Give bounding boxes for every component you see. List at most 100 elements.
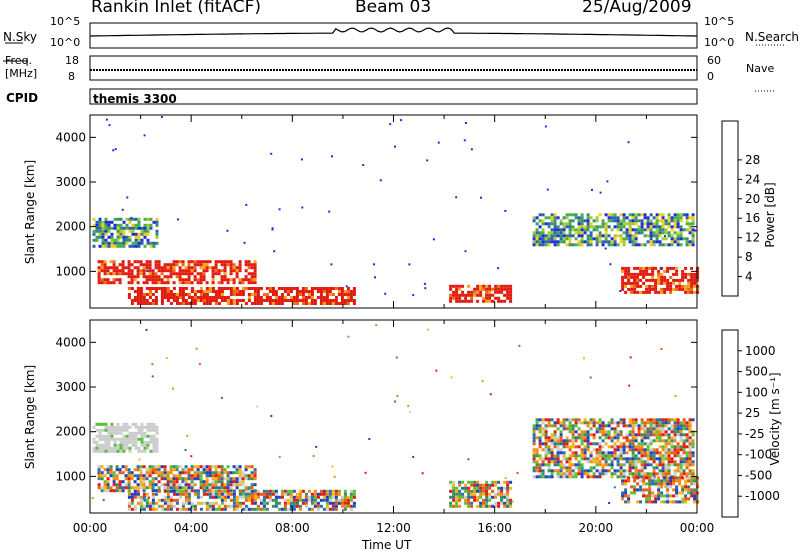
heatmap-cell xyxy=(681,500,685,504)
heatmap-cell xyxy=(663,269,667,273)
heatmap-cell xyxy=(556,240,560,244)
heatmap-cell xyxy=(166,471,170,475)
heatmap-cell xyxy=(152,449,156,453)
heatmap-cell xyxy=(250,293,254,296)
heatmap-cell xyxy=(658,231,662,235)
heatmap-cell xyxy=(649,213,653,217)
heatmap-cell xyxy=(488,287,492,291)
heatmap-cell xyxy=(340,302,344,305)
heatmap-cell xyxy=(205,266,209,270)
heatmap-cell xyxy=(190,287,194,290)
heatmap-cell xyxy=(145,281,149,285)
heatmap-cell xyxy=(604,430,608,434)
heatmap-cell xyxy=(553,430,557,434)
heatmap-cell xyxy=(655,219,659,223)
heatmap-cell xyxy=(331,504,335,508)
heatmap-cell xyxy=(208,489,212,493)
heatmap-cell xyxy=(651,491,655,495)
heatmap-point xyxy=(604,247,607,250)
heatmap-cell xyxy=(642,272,646,276)
heatmap-cell xyxy=(340,498,344,502)
heatmap-cell xyxy=(217,290,221,293)
heatmap-cell xyxy=(160,290,164,293)
heatmap-cell xyxy=(628,442,632,446)
heatmap-cell xyxy=(175,465,179,469)
heatmap-cell xyxy=(169,263,173,267)
heatmap-cell xyxy=(289,290,293,293)
heatmap-cell xyxy=(601,427,605,431)
heatmap-cell xyxy=(128,235,132,239)
heatmap-cell xyxy=(343,492,347,496)
heatmap-cell xyxy=(151,495,155,499)
heatmap-cell xyxy=(322,507,326,511)
heatmap-cell xyxy=(544,445,548,449)
heatmap-cell xyxy=(319,296,323,299)
heatmap-cell xyxy=(625,451,629,455)
heatmap-cell xyxy=(664,421,668,425)
heatmap-cell xyxy=(97,477,101,481)
heatmap-cell xyxy=(458,489,462,493)
heatmap-cell xyxy=(690,491,694,495)
heatmap-cell xyxy=(238,293,242,296)
heatmap-cell xyxy=(232,483,236,487)
heatmap-cell xyxy=(625,237,629,241)
heatmap-cell xyxy=(214,290,218,293)
heatmap-cell xyxy=(622,219,626,223)
heatmap-cell xyxy=(497,287,501,291)
heatmap-cell xyxy=(98,422,102,426)
heatmap-cell xyxy=(550,475,554,479)
heatmap-cell xyxy=(271,290,275,293)
heatmap-cell xyxy=(655,448,659,452)
heatmap-point xyxy=(145,328,148,331)
heatmap-cell xyxy=(119,217,123,221)
heatmap-cell xyxy=(688,430,692,434)
cpid-panel-frame xyxy=(89,88,698,105)
heatmap-cell xyxy=(485,498,489,502)
heatmap-cell xyxy=(497,299,501,303)
heatmap-cell xyxy=(110,428,114,432)
heatmap-cell xyxy=(663,479,667,483)
heatmap-point xyxy=(151,363,154,366)
heatmap-cell xyxy=(208,501,212,505)
heatmap-cell xyxy=(660,281,664,285)
heatmap-cell xyxy=(97,269,101,273)
heatmap-cell xyxy=(301,498,305,502)
heatmap-cell xyxy=(181,269,185,273)
heatmap-cell xyxy=(693,479,697,483)
heatmap-cell xyxy=(649,457,653,461)
heatmap-cell xyxy=(669,482,673,486)
heatmap-cell xyxy=(473,293,477,297)
heatmap-cell xyxy=(148,287,152,290)
heatmap-cell xyxy=(172,486,176,490)
heatmap-cell xyxy=(485,504,489,508)
heatmap-cell xyxy=(679,436,683,440)
heatmap-cell xyxy=(687,485,691,489)
heatmap-cell xyxy=(253,501,257,505)
heatmap-cell xyxy=(630,491,634,495)
heatmap-cell xyxy=(538,466,542,470)
heatmap-cell xyxy=(687,281,691,285)
heatmap-cell xyxy=(100,474,104,478)
heatmap-cell xyxy=(286,507,290,511)
heatmap-cell xyxy=(688,216,692,220)
heatmap-cell xyxy=(265,507,269,511)
heatmap-cell xyxy=(130,471,134,475)
heatmap-cell xyxy=(310,507,314,511)
heatmap-cell xyxy=(277,296,281,299)
heatmap-cell xyxy=(253,266,257,270)
heatmap-cell xyxy=(637,433,641,437)
heatmap-cell xyxy=(506,486,510,490)
heatmap-cell xyxy=(509,290,513,294)
heatmap-cell xyxy=(583,472,587,476)
heatmap-cell xyxy=(208,468,212,472)
heatmap-point xyxy=(347,335,350,338)
heatmap-cell xyxy=(250,492,254,496)
time-xlabel: Time UT xyxy=(362,538,412,552)
heatmap-cell xyxy=(636,275,640,279)
heatmap-cell xyxy=(642,290,646,294)
heatmap-cell xyxy=(208,302,212,305)
heatmap-cell xyxy=(190,272,194,276)
heatmap-cell xyxy=(556,472,560,476)
heatmap-cell xyxy=(274,299,278,302)
heatmap-cell xyxy=(607,240,611,244)
